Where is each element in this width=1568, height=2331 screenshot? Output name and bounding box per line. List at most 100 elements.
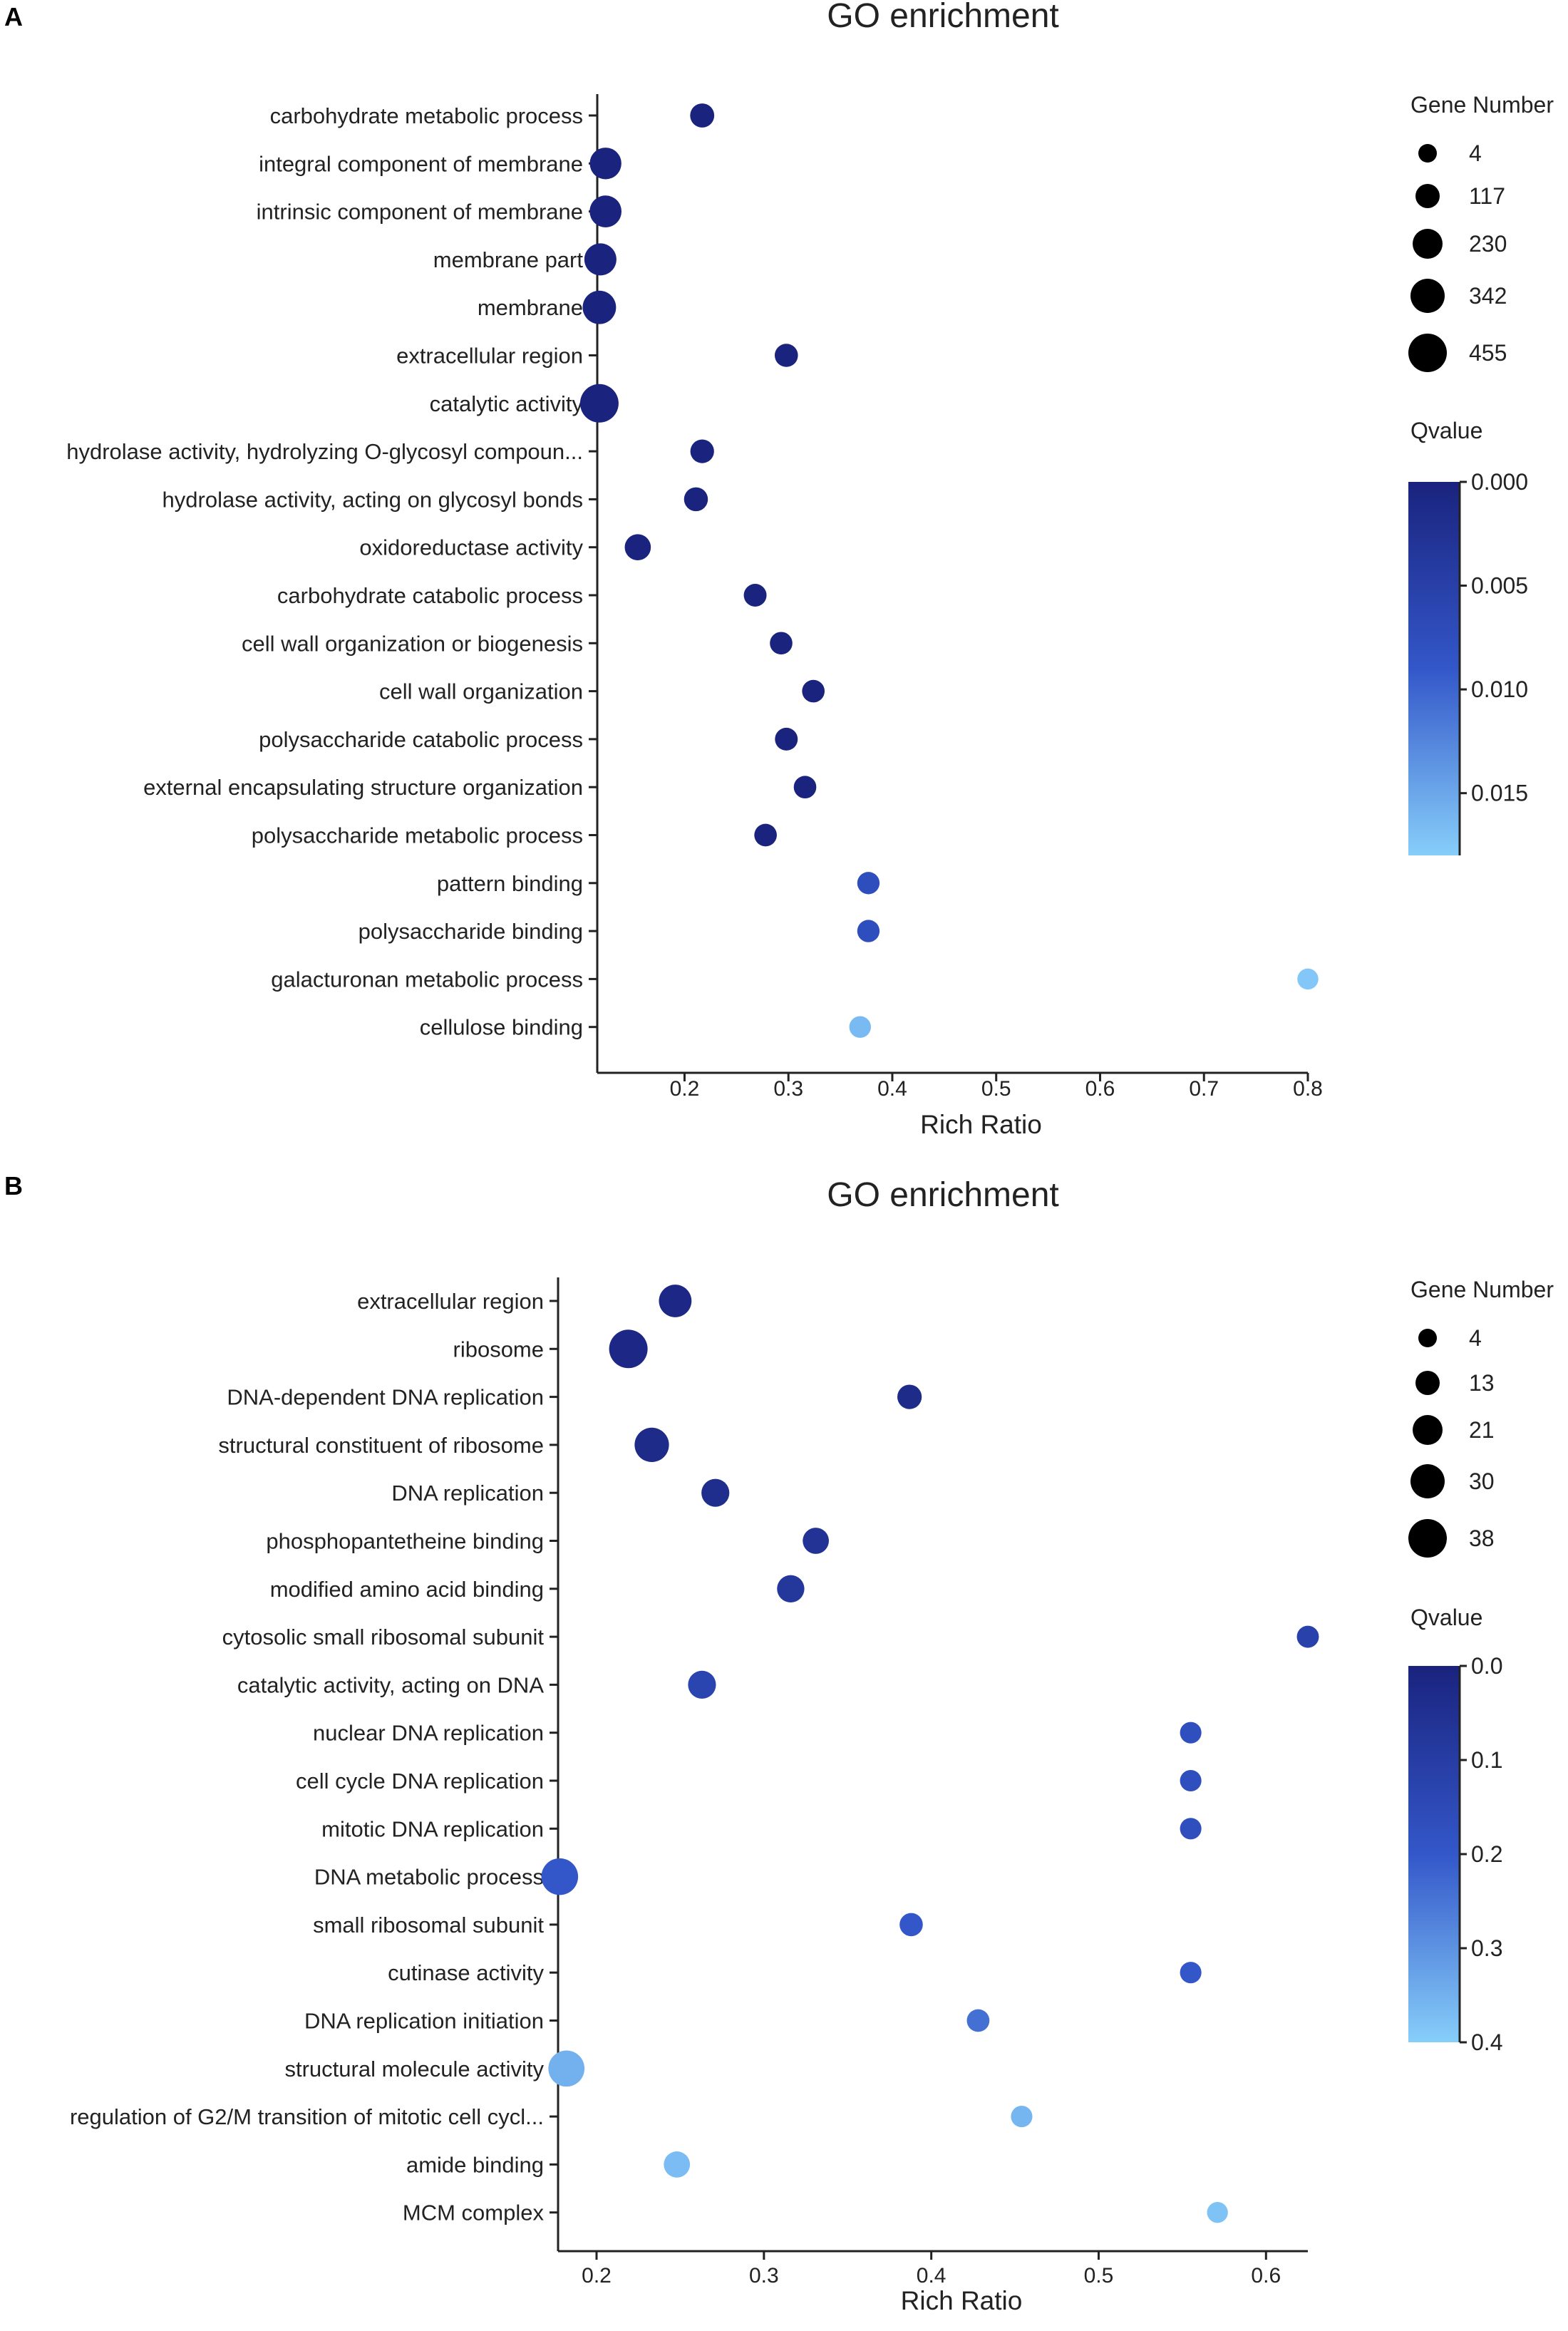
go-enrichment-chart-a: A GO enrichment 0.2 0.3 0.4 0.5 0.6 0.7 0.8 Rich… [4,0,1554,1139]
data-point [857,872,880,895]
size-legend-dot [1413,1415,1443,1445]
go-term-label: catalytic activity, acting on DNA [237,1672,544,1697]
data-point [684,487,708,512]
data-point [690,103,715,128]
data-point [624,534,651,561]
data-point [664,2151,691,2178]
x-tick-label: 0.4 [877,1077,907,1101]
x-tick-label: 0.8 [1293,1077,1323,1101]
go-term-label: DNA metabolic process [314,1865,544,1890]
size-legend-label: 38 [1469,1525,1495,1551]
go-term-label: pattern binding [437,871,583,896]
go-term-label: amide binding [406,2152,544,2177]
size-legend-label: 21 [1469,1417,1495,1443]
panel-letter-a: A [4,2,23,31]
go-term-label: polysaccharide binding [359,919,583,944]
data-point [541,1858,579,1895]
go-term-label: membrane part [433,247,584,272]
qvalue-colorbar [1408,482,1460,855]
size-legend-dot [1410,279,1445,313]
x-tick-label: 0.4 [917,2264,947,2288]
size-legend-label: 455 [1469,340,1507,366]
data-point [1180,1769,1202,1792]
colorbar-tick-label: 0.1 [1471,1747,1502,1773]
size-legend-label: 117 [1469,183,1505,209]
go-term-label: structural molecule activity [284,2057,544,2082]
data-point [1180,1818,1202,1840]
data-point [803,1528,829,1554]
data-point [802,679,825,703]
data-point [775,727,798,751]
data-point [770,632,793,655]
go-term-label: DNA replication [391,1481,544,1506]
data-point [1011,2106,1033,2128]
size-legend-label: 4 [1469,140,1482,166]
go-term-label: hydrolase activity, hydrolyzing O-glycos… [66,439,583,464]
data-point [548,2050,585,2087]
size-legend-dot [1415,1371,1440,1395]
data-point [589,148,621,180]
data-point [1180,1722,1202,1744]
data-point [966,2009,990,2032]
chart-title: GO enrichment [827,1176,1058,1214]
go-term-label: cell wall organization [379,679,583,704]
data-point [609,1329,648,1369]
data-point [659,1285,692,1317]
data-point [701,1478,730,1507]
colorbar-tick-label: 0.0 [1471,1653,1502,1679]
colorbar-tick-label: 0.005 [1471,573,1528,599]
data-point [754,823,777,847]
x-tick-label: 0.7 [1189,1077,1219,1101]
go-term-label: small ribosomal subunit [313,1913,544,1938]
size-legend-title: Gene Number [1410,1277,1554,1302]
size-legend-label: 13 [1469,1370,1495,1396]
x-tick-label: 0.5 [1084,2264,1114,2288]
size-legend-dot [1415,184,1440,208]
qvalue-legend-title: Qvalue [1410,1605,1482,1630]
go-term-label: structural constituent of ribosome [218,1433,544,1458]
go-term-label: cytosolic small ribosomal subunit [222,1625,545,1650]
size-legend-dot [1418,1329,1437,1347]
go-term-label: extracellular region [396,344,583,369]
colorbar-tick-label: 0.015 [1471,781,1528,806]
go-term-label: catalytic activity [430,391,584,416]
x-axis-label: Rich Ratio [901,2286,1023,2315]
colorbar-tick-label: 0.2 [1471,1841,1502,1867]
size-legend-label: 342 [1469,283,1507,309]
data-point [690,439,714,463]
data-point [579,384,619,423]
go-term-label: phosphopantetheine binding [266,1529,544,1554]
go-term-label: hydrolase activity, acting on glycosyl b… [163,487,583,512]
go-term-label: integral component of membrane [259,151,583,176]
qvalue-legend-title: Qvalue [1410,418,1482,443]
data-point [589,195,622,227]
colorbar-tick-label: 0.3 [1471,1935,1502,1961]
data-point [777,1575,805,1602]
go-term-label: oxidoreductase activity [359,535,583,560]
x-tick-label: 0.2 [670,1077,700,1101]
go-term-label: cutinase activity [388,1960,544,1985]
data-point [899,1913,923,1937]
size-legend-dot [1408,1519,1447,1558]
x-tick-label: 0.2 [582,2264,612,2288]
x-tick-label: 0.3 [749,2264,779,2288]
go-term-label: carbohydrate catabolic process [277,583,583,608]
data-point [584,243,617,276]
panel-letter-b: B [4,1171,23,1200]
data-point [1296,1625,1319,1648]
size-legend-dot [1413,229,1443,259]
qvalue-colorbar [1408,1666,1460,2042]
go-term-label: galacturonan metabolic process [271,967,583,992]
x-tick-label: 0.5 [981,1077,1011,1101]
colorbar-tick-label: 0.010 [1471,676,1528,702]
go-term-label: regulation of G2/M transition of mitotic… [70,2104,544,2129]
go-term-label: cell wall organization or biogenesis [242,631,583,656]
colorbar-tick-label: 0.000 [1471,469,1528,495]
data-point [897,1384,922,1409]
go-term-label: mitotic DNA replication [321,1816,544,1841]
go-term-label: nuclear DNA replication [313,1721,544,1746]
data-point [1297,968,1319,990]
go-term-label: DNA replication initiation [304,2009,544,2034]
size-legend-dot [1418,144,1437,163]
go-term-label: polysaccharide metabolic process [252,823,583,848]
